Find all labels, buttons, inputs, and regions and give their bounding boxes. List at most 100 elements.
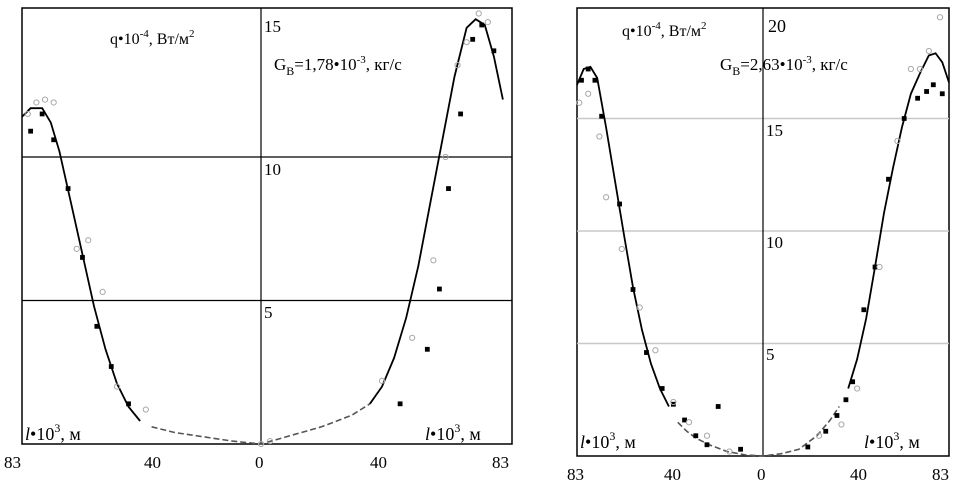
left-chart-flow-annotation: GВ=1,78•10-3, кг/с (274, 54, 402, 78)
left-chart-point-filled (51, 137, 57, 143)
left-chart-y-tick-5: 5 (264, 303, 273, 322)
right-chart-point-filled (939, 91, 945, 97)
right-chart-point-filled (872, 264, 878, 270)
right-chart-x-tick-40-right: 40 (850, 465, 867, 484)
right-chart-point-open (636, 304, 643, 311)
left-chart-x-tick-83-left: 83 (4, 453, 21, 472)
right-chart-point-open (652, 347, 659, 354)
right-chart-point-open (596, 133, 603, 140)
left-chart-point-open (409, 334, 416, 341)
left-chart-x-label-right: l•103, м (425, 421, 481, 444)
left-chart-point-filled (94, 323, 100, 329)
left-chart-point-open (430, 257, 437, 264)
left-chart-point-filled (65, 186, 71, 191)
right-chart-point-filled (915, 95, 921, 101)
right-chart-point-filled (886, 176, 891, 182)
right-chart-point-filled (599, 113, 605, 119)
right-chart-fit-curve-center (677, 406, 840, 457)
right-chart-point-filled (617, 201, 622, 207)
right-chart-point-open (603, 194, 610, 201)
right-chart-point-filled (592, 77, 598, 83)
left-chart-point-filled (458, 111, 463, 117)
right-chart-y-tick-5: 5 (766, 345, 775, 364)
right-chart-point-filled (861, 307, 867, 313)
right-chart-y-tick-20: 20 (768, 16, 786, 36)
right-chart-point-filled (843, 397, 849, 403)
left-chart-x-tick-0: 0 (255, 453, 264, 472)
right-chart-point-open (916, 65, 923, 73)
left-chart-y-tick-15: 15 (264, 17, 281, 36)
right-chart-point-open (618, 245, 625, 253)
left-chart-point-filled (470, 36, 476, 42)
right-chart-y-label: q•10-4, Вт/м2 (622, 20, 707, 40)
left-chart-x-tick-40-left: 40 (144, 453, 161, 472)
right-chart-point-filled (682, 417, 687, 423)
left-chart-fit-curve-left (21, 107, 141, 422)
left-chart-point-filled (437, 286, 442, 292)
left-chart-point-open (113, 383, 121, 390)
left-chart-point-open (50, 99, 57, 106)
left-chart-point-open (99, 288, 106, 295)
left-chart-point-filled (491, 48, 497, 54)
right-chart-point-open (703, 432, 711, 439)
right-chart-point-filled (715, 404, 721, 409)
right-chart-point-open (726, 448, 733, 455)
right-chart-point-filled (805, 444, 811, 450)
left-chart-point-filled (39, 111, 45, 117)
left-chart-points (24, 10, 497, 448)
right-chart-y-tick-10: 10 (766, 233, 783, 252)
left-chart-frame (21, 7, 513, 445)
left-chart-point-open (73, 245, 80, 252)
right-chart-point-filled (834, 413, 840, 418)
left-chart-point-open (33, 99, 40, 106)
right-chart-points (576, 14, 945, 455)
right-chart-point-open (815, 432, 823, 439)
right-chart-x-label-right: l•103, м (864, 429, 920, 452)
right-chart-point-filled (585, 66, 591, 72)
right-chart-x-tick-83-left: 83 (567, 465, 584, 484)
right-chart-point-filled (850, 379, 856, 385)
left-chart-x-tick-40-right: 40 (370, 453, 387, 472)
left-chart-x-tick-83-right: 83 (492, 453, 509, 472)
left-chart-point-open (454, 62, 461, 69)
right-chart-point-open (876, 263, 883, 271)
left-chart-fit-curve-group (21, 18, 504, 445)
left-chart-point-filled (108, 364, 114, 369)
left-chart-point-open (257, 440, 265, 448)
left-chart-fit-curve-center (151, 403, 371, 445)
right-chart-point-open (894, 137, 901, 145)
left-chart-x-label-left: l•103, м (25, 421, 81, 444)
left-chart-point-filled (479, 22, 485, 28)
right-chart-flow-annotation: GВ=2,63•10-3, кг/с (720, 54, 848, 78)
left-chart-point-filled (80, 255, 85, 260)
left-chart-point-filled (28, 128, 34, 134)
right-chart-point-filled (630, 287, 636, 292)
right-chart-point-filled (704, 442, 710, 448)
left-chart-point-open (442, 153, 449, 161)
left-chart-point-open (85, 237, 92, 244)
left-chart-y-label: q•10-4, Вт/м2 (110, 28, 195, 48)
right-chart-point-open (685, 419, 693, 426)
right-chart-point-filled (930, 82, 936, 88)
right-chart-point-open (838, 421, 845, 428)
right-chart-point-open (925, 47, 932, 55)
left-chart-fit-curve-right (369, 18, 504, 405)
left-chart-point-open (463, 39, 470, 46)
left-chart-point-filled (446, 186, 451, 191)
left-chart-point-filled (397, 401, 403, 407)
right-chart-x-tick-40-left: 40 (664, 465, 681, 484)
left-chart-y-tick-10: 10 (264, 160, 281, 179)
right-chart-point-open (670, 398, 677, 406)
right-chart-x-tick-0: 0 (757, 465, 766, 484)
left-chart-point-filled (126, 401, 131, 407)
right-chart-point-open (585, 90, 592, 97)
right-chart-y-tick-15: 15 (766, 121, 783, 140)
left-chart-point-open (475, 10, 482, 17)
right-chart-x-label-left: l•103, м (580, 429, 636, 452)
right-chart-point-open (854, 385, 861, 392)
right-chart-point-filled (823, 428, 829, 434)
right-chart-x-tick-83-right: 83 (932, 465, 949, 484)
left-chart-point-open (484, 19, 491, 26)
left-chart: q•10-4, Вт/м2 GВ=1,78•10-3, кг/с l•103, … (4, 7, 513, 472)
